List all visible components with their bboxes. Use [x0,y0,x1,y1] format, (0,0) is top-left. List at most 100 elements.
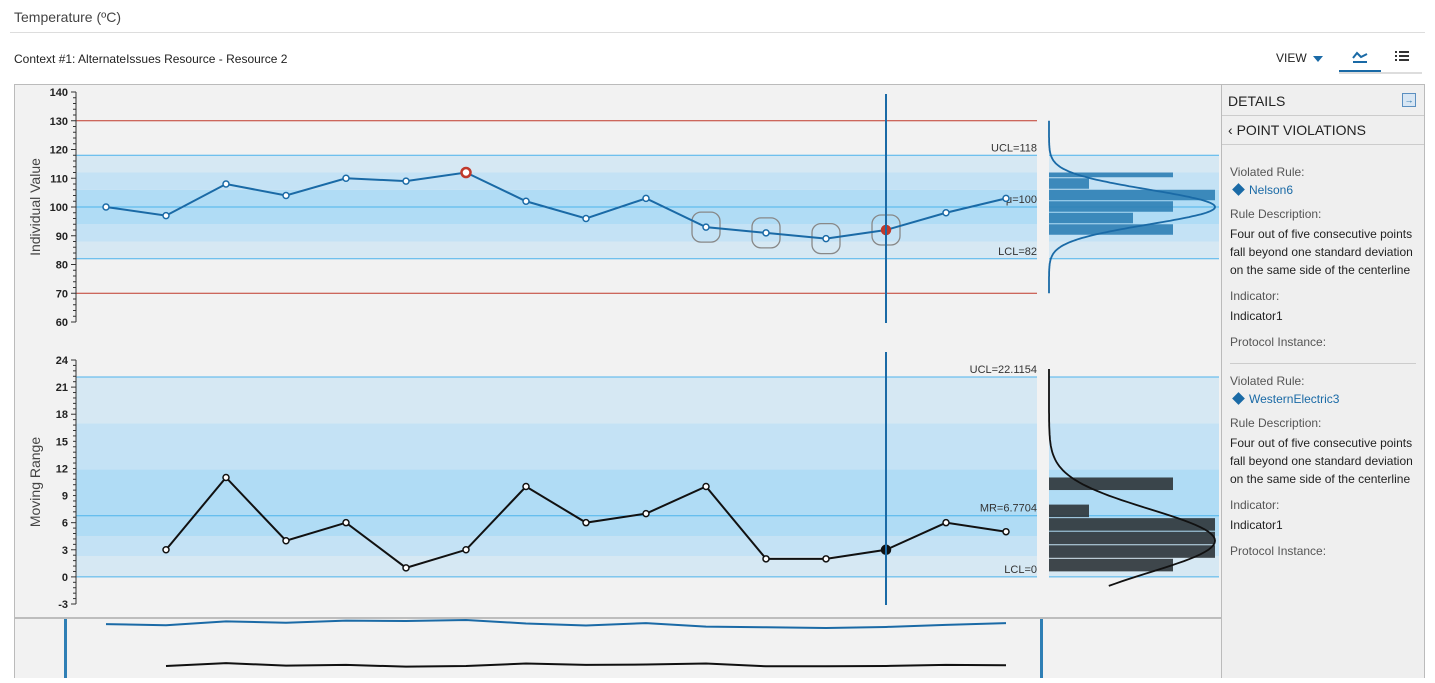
data-point [282,191,290,200]
center-label: MR=6.7704 [980,503,1037,515]
histogram-bar [1049,189,1215,201]
violation-highlight [691,211,721,243]
indicator-label: Indicator: [1230,498,1280,512]
histogram-bar [1049,477,1173,491]
ucl-label: UCL=118 [991,142,1037,154]
indicator-label: Indicator: [1230,289,1280,303]
y-tick-label: 90 [56,231,68,243]
point-violations-label: POINT VIOLATIONS [1236,122,1366,138]
series-line [105,171,1007,240]
y-tick-label: 6 [62,518,68,530]
y-tick-label: 21 [56,382,68,394]
control-chart[interactable]: UCL=118μ=100LCL=826070809010011012013014… [15,85,1222,679]
data-point [702,223,710,231]
y-tick-label: 80 [56,260,68,272]
context-label: Context #1: AlternateIssues Resource - R… [14,52,288,66]
y-tick-label: 18 [56,409,68,421]
protocol-instance-label: Protocol Instance: [1230,335,1327,349]
violation-list: Violated Rule: Nelson6 Rule Description:… [1222,145,1424,558]
collapse-panel-icon[interactable]: → [1402,93,1416,107]
navigator-handle-left [64,619,67,679]
sigma-band [76,241,1037,259]
caret-down-icon [1312,55,1323,62]
y-tick-label: 130 [50,116,68,128]
data-point [162,546,170,554]
sigma-band [76,377,1037,424]
data-point [222,473,230,482]
y-tick-label: 0 [62,572,68,584]
divider [10,32,1425,33]
rule-description: Four out of five consecutive points fall… [1230,436,1413,486]
rule-description: Four out of five consecutive points fall… [1230,227,1413,277]
data-point [762,229,770,237]
histogram-bar [1049,545,1215,558]
data-point [702,482,710,491]
data-point [402,177,410,185]
sigma-band [76,172,1037,190]
histogram-bar [1049,178,1089,189]
view-label: VIEW [1276,51,1307,65]
y-tick-label: 60 [56,317,68,329]
chart-icon [1352,51,1368,63]
y-tick-label: 120 [50,145,68,157]
details-title: DETAILS [1228,93,1286,109]
histogram-bar [1049,172,1173,178]
data-point [282,536,290,545]
y-tick-label: 24 [56,355,69,367]
sigma-band [76,536,1037,557]
rule-description-label: Rule Description: [1230,416,1322,430]
data-point [642,194,650,203]
data-point [942,518,950,527]
data-point [462,546,470,554]
diamond-icon [1232,392,1245,405]
histogram-bar [1049,212,1133,224]
y-tick-label: 100 [50,202,68,214]
data-point [582,518,590,527]
y-tick-label: 110 [50,173,68,185]
violation-item: Violated Rule: Nelson6 Rule Description:… [1230,165,1416,349]
sigma-band [1049,155,1219,173]
data-point [342,174,350,182]
y-tick-label: 140 [50,87,68,99]
back-to-violations[interactable]: ‹ POINT VIOLATIONS [1222,116,1424,145]
histogram-bar [1049,531,1215,545]
violated-rule-label: Violated Rule: [1230,374,1305,388]
y-tick-label: 3 [62,545,68,557]
normal-curve [1048,369,1216,587]
violated-rule-label: Violated Rule: [1230,165,1305,179]
center-label: μ=100 [1006,194,1037,206]
details-panel: DETAILS → ‹ POINT VIOLATIONS Violated Rul… [1221,84,1425,678]
y-tick-label: 12 [56,463,68,475]
rule-link[interactable]: Nelson6 [1230,183,1416,197]
indicator-value: Indicator1 [1230,309,1283,323]
violation-item: Violated Rule: WesternElectric3 Rule Des… [1230,374,1416,558]
data-point [642,509,650,518]
y-tick-label: 15 [56,436,68,448]
data-point [162,211,170,220]
rule-description-label: Rule Description: [1230,207,1322,221]
data-point [762,555,770,563]
navigator-series [165,662,1007,668]
control-chart-area[interactable]: UCL=118 μ=100 LCL=82 60 70 80 90 100 110 120 130 14… [14,84,1223,679]
indicator-value: Indicator1 [1230,518,1283,532]
view-dropdown[interactable]: VIEW [1276,51,1323,65]
tab-chart[interactable] [1339,44,1381,72]
histogram-bar [1049,224,1173,235]
data-point [102,203,110,211]
sigma-band [76,224,1037,242]
violation-highlight [811,222,841,255]
y-tick-label: -3 [58,599,68,611]
divider [1230,363,1416,364]
sigma-band [76,155,1037,173]
y-axis-label: Moving Range [27,437,43,527]
tab-list[interactable] [1381,44,1423,70]
chart-title: Temperature (ºC) [14,9,122,25]
rule-link[interactable]: WesternElectric3 [1230,392,1416,406]
sigma-band [1049,241,1219,259]
rule-name: Nelson6 [1249,183,1294,197]
y-axis-label: Individual Value [27,158,43,256]
data-point [1002,194,1010,203]
sigma-band [76,423,1037,470]
histogram-bar [1049,518,1215,531]
data-point [222,180,230,188]
